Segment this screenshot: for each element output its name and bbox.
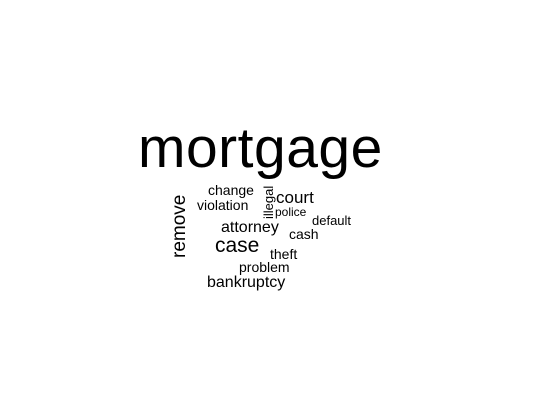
word-attorney: attorney <box>221 219 279 236</box>
word-case: case <box>215 234 260 257</box>
word-bankruptcy: bankruptcy <box>207 274 286 291</box>
word-change: change <box>208 182 254 198</box>
word-court: court <box>276 188 314 207</box>
word-remove: remove <box>169 194 190 258</box>
word-cash: cash <box>289 226 319 242</box>
word-mortgage: mortgage <box>138 116 383 180</box>
word-default: default <box>312 213 352 228</box>
word-problem: problem <box>239 259 290 275</box>
word-illegal: illegal <box>261 185 276 219</box>
word-violation: violation <box>197 197 249 213</box>
word-police: police <box>275 205 307 219</box>
word-theft: theft <box>270 246 298 262</box>
